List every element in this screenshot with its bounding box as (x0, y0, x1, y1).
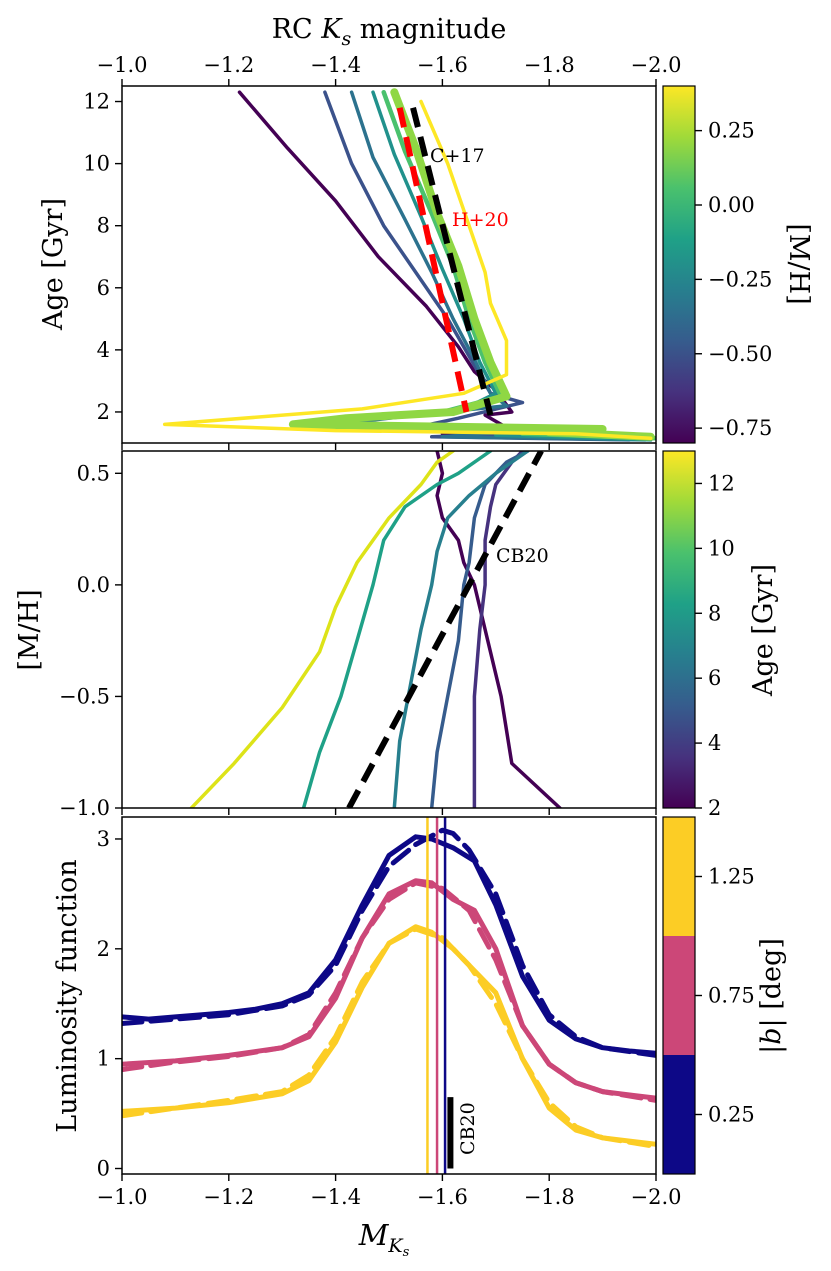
colorbar-tick-label: 0.75 (708, 984, 755, 1008)
x-tick-label: −1.4 (310, 1185, 361, 1209)
bottom-x-axis-title-symbol: M (358, 1218, 390, 1252)
bottom-y-axis-title: Luminosity function (52, 859, 83, 1132)
colorbar-tick-label: 8 (708, 601, 721, 625)
reference-line-h20 (396, 107, 470, 413)
series-line-1-3 (392, 451, 530, 808)
y-tick-label: −1.0 (59, 796, 110, 820)
top-x-axis-title-prefix: RC (272, 14, 322, 45)
series-line-0-5 (288, 88, 655, 441)
bottom-x-axis-title-subsub: s (403, 1245, 410, 1260)
top-colorbar-label: [M/H] (783, 223, 814, 304)
colorbar-tick-label: 12 (708, 471, 735, 495)
x-tick-label: −1.8 (524, 1185, 575, 1209)
bottom-colorbar-label-symbol: b (756, 1027, 787, 1044)
top-colorbar (662, 85, 696, 444)
bottom-colorbar-label-unit: | [deg] (756, 938, 787, 1027)
series-line-2-3 (122, 880, 656, 1103)
series-line-1-5 (189, 451, 455, 808)
middle-colorbar-label: Age [Gyr] (748, 564, 779, 697)
colorbar-tick-label: −0.75 (708, 416, 772, 440)
y-tick-label: 10 (83, 152, 110, 176)
colorbar-tick-label: 10 (708, 536, 735, 560)
bottom-panel-frame (121, 816, 657, 1175)
series-line-0-6 (162, 99, 653, 441)
colorbar-band-1 (663, 936, 695, 1055)
reference-line-cb20 (346, 451, 544, 808)
colorbar-tick-label: 4 (708, 731, 721, 755)
x-top-tick-label: −1.4 (310, 53, 361, 77)
annotation-c17: C+17 (430, 145, 485, 167)
annotation-cb20-middle: CB20 (496, 545, 549, 567)
bottom-colorbar-label: |b| [deg] (756, 938, 787, 1054)
colorbar-tick-label: 1.25 (708, 865, 755, 889)
reference-line-c17 (410, 106, 494, 416)
x-top-tick-label: −1.0 (97, 53, 148, 77)
series-line-2-5 (122, 926, 656, 1149)
y-tick-label: 1 (97, 1047, 110, 1071)
y-tick-label: 3 (97, 827, 110, 851)
middle-panel-frame (121, 450, 657, 809)
x-tick-label: −1.2 (203, 1185, 254, 1209)
top-y-axis-title: Age [Gyr] (38, 198, 69, 331)
middle-colorbar (662, 450, 696, 809)
colorbar-tick-label: 0.00 (708, 193, 755, 217)
colorbar-tick-label: −0.50 (708, 342, 772, 366)
middle-y-axis-title: [M/H] (14, 589, 45, 670)
colorbar-tick-label: −0.25 (708, 267, 772, 291)
y-tick-label: 12 (83, 90, 110, 114)
bottom-panel: −1.0 −1.2 −1.4 −1.6 −1.8 −2.0 0 1 2 3 CB20 Lumino… (52, 816, 787, 1260)
top-series-group (162, 88, 656, 442)
bottom-colorbar (662, 816, 696, 1175)
x-tick-label: −1.0 (97, 1185, 148, 1209)
top-panel: −1.0 −1.2 −1.4 −1.6 −1.8 −2.0 2 4 6 8 10 12 C+17 H+… (38, 14, 814, 450)
y-tick-label: 2 (97, 400, 110, 424)
colorbar-tick-label: 6 (708, 666, 721, 690)
colorbar-tick-label: 2 (708, 796, 721, 820)
bottom-axes: −1.0 −1.2 −1.4 −1.6 −1.8 −2.0 0 1 2 3 (97, 827, 682, 1209)
bottom-x-axis-title-sub: K (387, 1235, 404, 1257)
series-line-1-1 (472, 451, 525, 808)
y-tick-label: 0.5 (77, 461, 110, 485)
colorbar-band-2 (663, 817, 695, 936)
y-tick-label: 6 (97, 276, 110, 300)
colorbar-band-0 (663, 1055, 695, 1174)
annotation-cb20-bottom: CB20 (457, 1102, 479, 1155)
bottom-colorbar-ticks: 0.25 0.75 1.25 (695, 865, 755, 1127)
y-tick-label: 2 (97, 937, 110, 961)
series-line-1-0 (435, 451, 562, 808)
x-top-tick-label: −1.2 (203, 53, 254, 77)
top-colorbar-ticks: −0.75 −0.50 −0.25 0.00 0.25 (695, 119, 772, 440)
bottom-x-axis-title: MKs (358, 1218, 410, 1260)
middle-series-group (189, 451, 562, 808)
colorbar-tick-label: 0.25 (708, 1103, 755, 1127)
bottom-series-group (122, 817, 656, 1174)
bottom-colorbar-label-bar: | (756, 1045, 787, 1054)
y-tick-label: 0.0 (77, 573, 110, 597)
top-x-axis-title-symbol: K (320, 14, 343, 45)
y-tick-label: 8 (97, 214, 110, 238)
y-tick-label: 4 (97, 338, 110, 362)
colorbar-tick-label: 0.25 (708, 119, 755, 143)
x-top-tick-label: −1.6 (417, 53, 468, 77)
series-line-2-2 (122, 878, 656, 1101)
top-axes: −1.0 −1.2 −1.4 −1.6 −1.8 −2.0 2 4 6 8 10 12 (83, 53, 682, 450)
top-panel-frame (121, 85, 657, 444)
x-top-tick-label: −2.0 (631, 53, 682, 77)
middle-axes: −1.0 −0.5 0.0 0.5 (59, 461, 657, 820)
x-tick-label: −2.0 (631, 1185, 682, 1209)
annotation-h20: H+20 (452, 209, 509, 231)
x-top-tick-label: −1.8 (524, 53, 575, 77)
x-tick-label: −1.6 (417, 1185, 468, 1209)
top-x-axis-title-sub: s (341, 28, 351, 50)
series-line-1-4 (301, 451, 493, 808)
middle-panel: −1.0 −0.5 0.0 0.5 CB20 [M/H] 2 4 6 8 10 12 Age [… (14, 450, 779, 820)
y-tick-label: −0.5 (59, 684, 110, 708)
middle-colorbar-ticks: 2 4 6 8 10 12 (695, 471, 735, 820)
y-tick-label: 0 (97, 1157, 110, 1181)
series-line-2-1 (122, 827, 656, 1058)
top-x-axis-title: RC Ks magnitude (272, 14, 507, 50)
top-x-axis-title-suffix: magnitude (351, 14, 506, 45)
